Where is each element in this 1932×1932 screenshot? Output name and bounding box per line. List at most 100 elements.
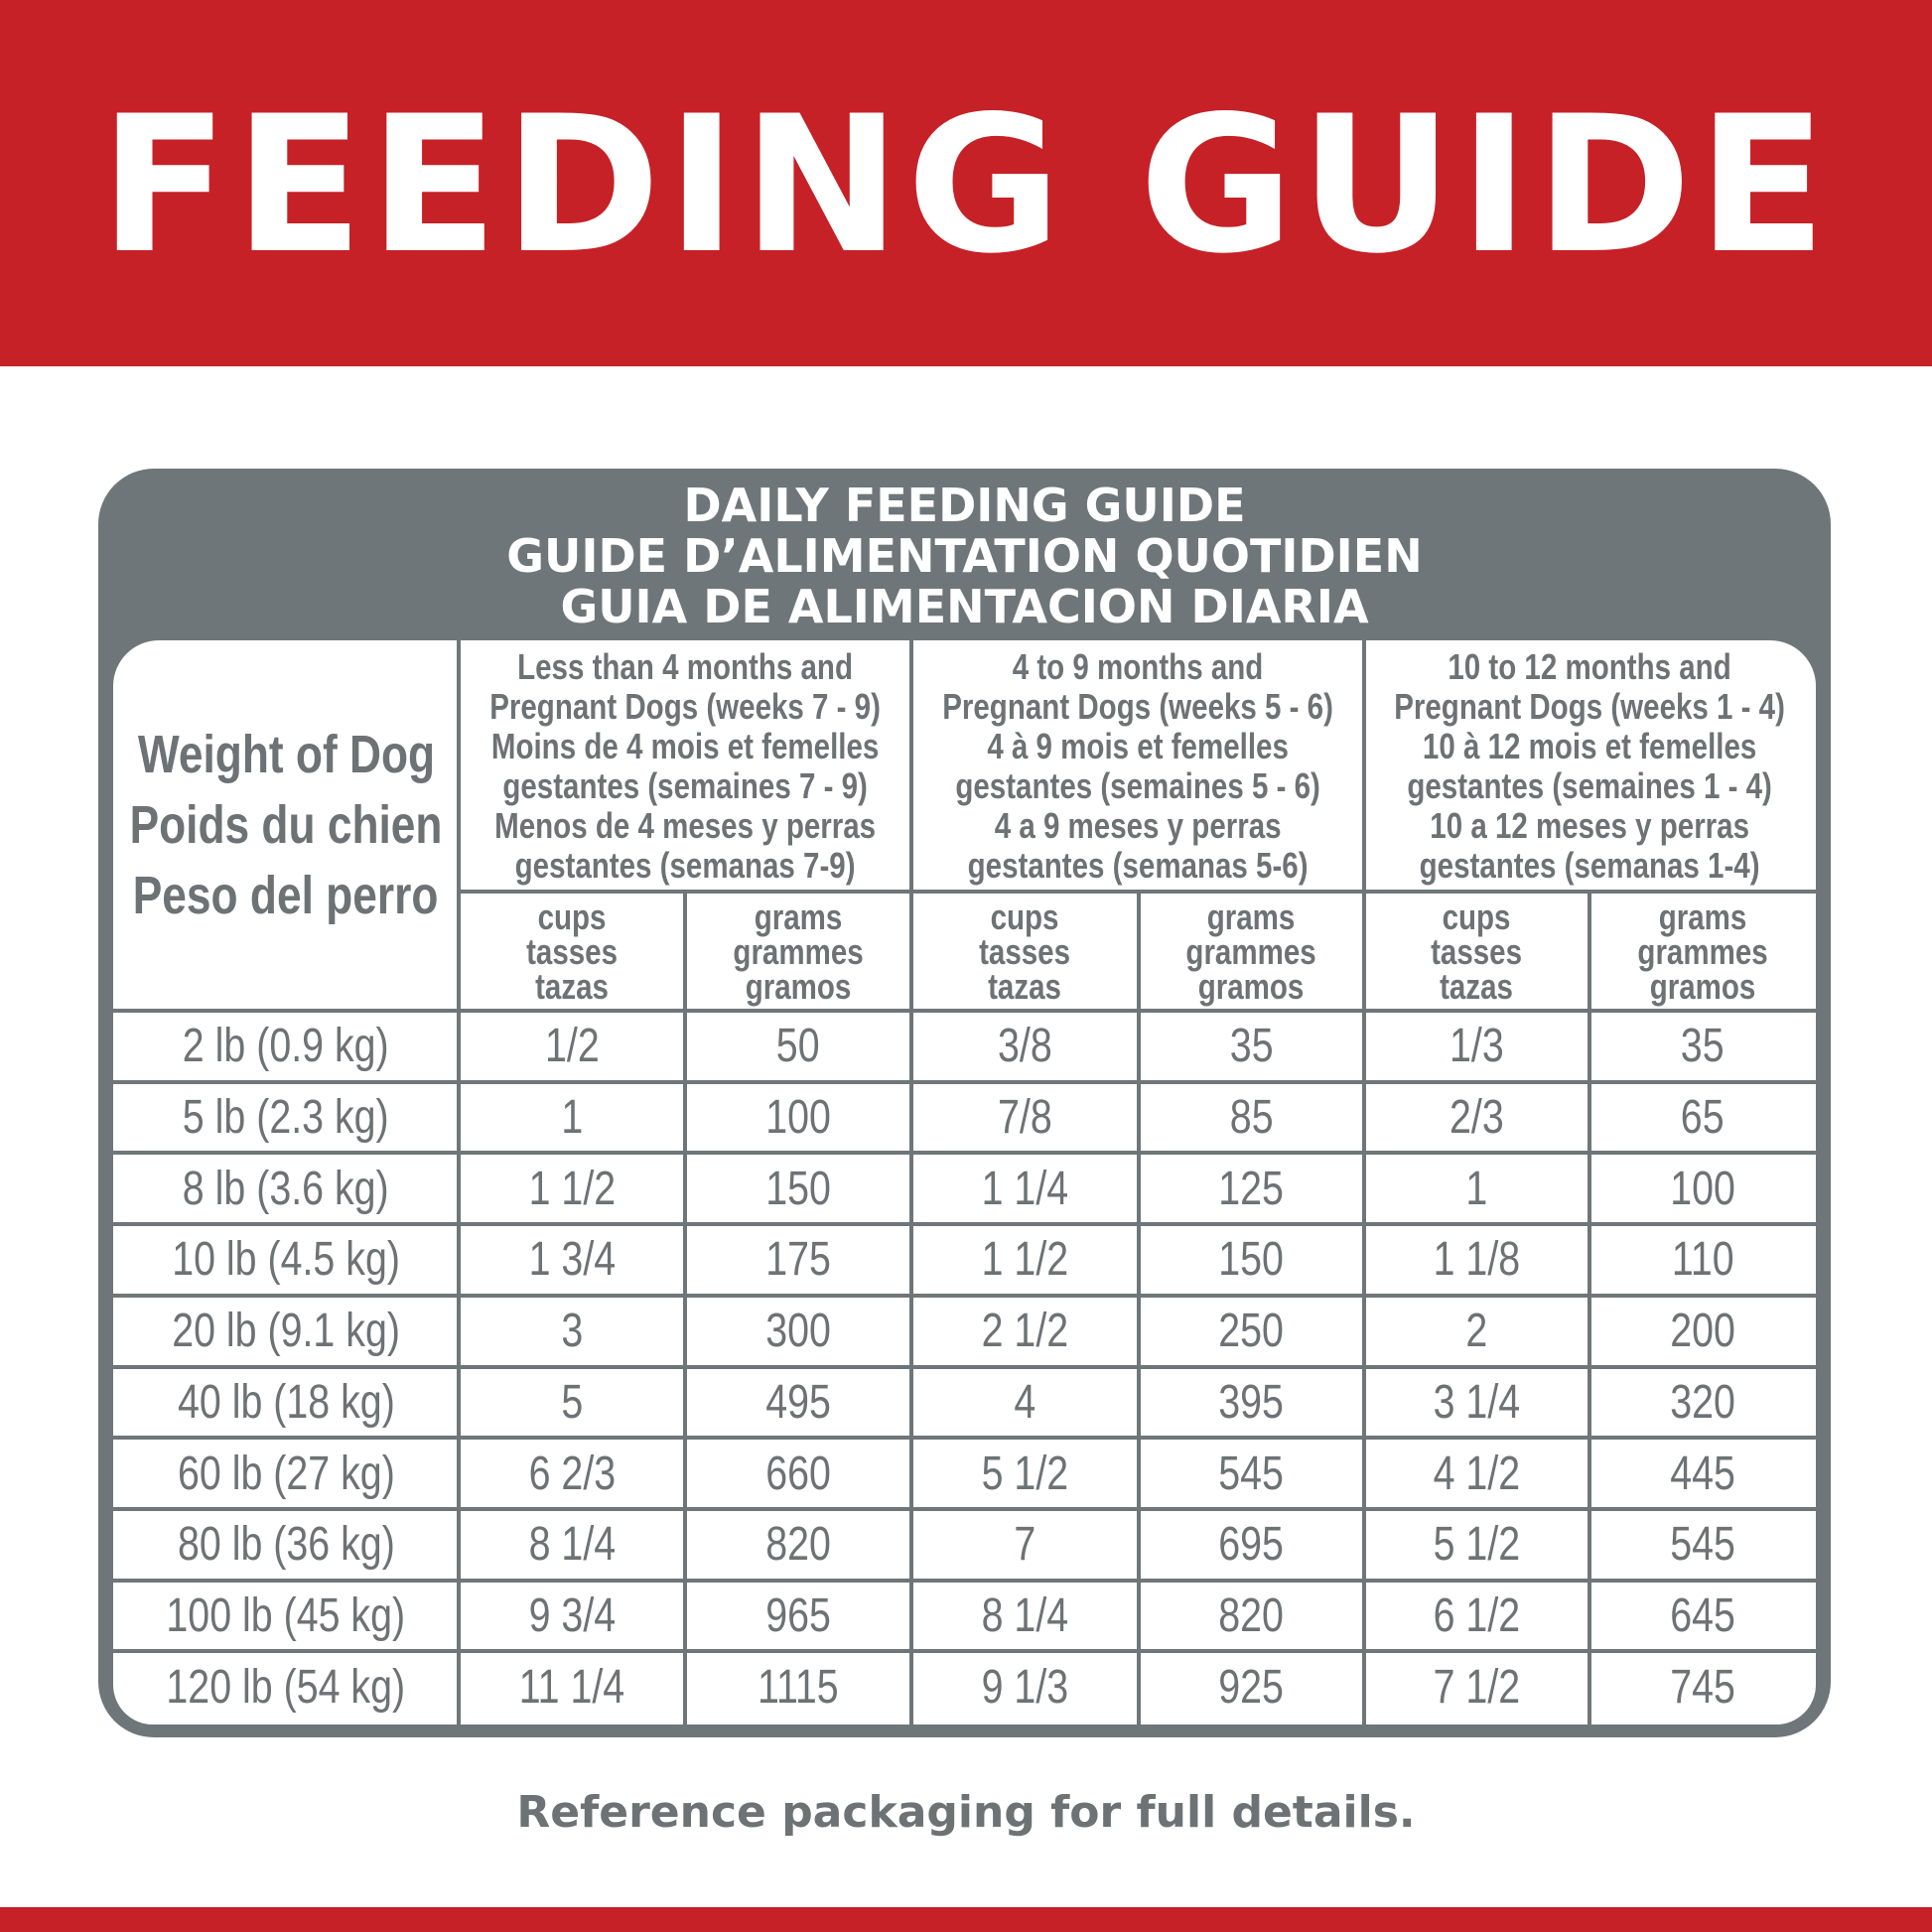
grams-cell: 745 bbox=[1589, 1651, 1816, 1723]
cell-value: 125 bbox=[1218, 1162, 1285, 1215]
cell-value: 110 bbox=[1671, 1233, 1734, 1287]
age-group-line: Less than 4 months and bbox=[517, 645, 853, 687]
cell-value: 3 bbox=[561, 1305, 583, 1358]
column-divider bbox=[909, 640, 913, 1725]
weight-header-line: Weight of Dog bbox=[137, 725, 435, 784]
grams-cell: 545 bbox=[1589, 1509, 1816, 1581]
cell-value: 660 bbox=[765, 1447, 831, 1500]
row-divider bbox=[113, 1506, 1816, 1511]
cups-cell: 1/3 bbox=[1364, 1011, 1589, 1082]
grams-cell: 300 bbox=[685, 1296, 911, 1367]
footer-note: Reference packaging for full details. bbox=[516, 1787, 1416, 1838]
weight-cell: 2 lb (0.9 kg) bbox=[113, 1011, 459, 1082]
cell-value: 11 1/4 bbox=[518, 1660, 625, 1714]
cell-value: 50 bbox=[776, 1020, 820, 1073]
cups-cell: 2 1/2 bbox=[911, 1296, 1139, 1367]
grams-cell: 85 bbox=[1139, 1082, 1364, 1154]
cell-value: 1 bbox=[561, 1091, 583, 1145]
weight-value: 40 lb (18 kg) bbox=[177, 1375, 395, 1429]
weight-cell: 60 lb (27 kg) bbox=[113, 1438, 459, 1509]
age-group-line: Moins de 4 mois et femelles bbox=[490, 725, 880, 766]
weight-cell: 80 lb (36 kg) bbox=[113, 1509, 459, 1581]
cell-value: 6 1/2 bbox=[1433, 1588, 1521, 1642]
grams-cell: 50 bbox=[685, 1011, 911, 1082]
grams-header-line: grammes bbox=[1637, 930, 1768, 972]
cell-value: 7 1/2 bbox=[1433, 1660, 1521, 1714]
cell-value: 8 1/4 bbox=[981, 1588, 1069, 1642]
age-group-header: 10 to 12 months and Pregnant Dogs (weeks … bbox=[1364, 640, 1816, 892]
cell-value: 7/8 bbox=[998, 1091, 1052, 1145]
row-divider bbox=[113, 1578, 1816, 1583]
cups-header-line: tasses bbox=[526, 930, 618, 972]
cups-cell: 3 bbox=[459, 1296, 685, 1367]
cell-value: 3 1/4 bbox=[1433, 1375, 1521, 1429]
age-group-header: Less than 4 months and Pregnant Dogs (wee… bbox=[459, 640, 911, 892]
cups-cell: 9 1/3 bbox=[911, 1651, 1139, 1723]
weight-value: 60 lb (27 kg) bbox=[177, 1447, 395, 1500]
cups-header: cups tasses tazas bbox=[911, 892, 1139, 1011]
cups-header-line: tasses bbox=[1431, 930, 1523, 972]
grams-cell: 200 bbox=[1589, 1296, 1816, 1367]
cell-value: 820 bbox=[1218, 1588, 1285, 1642]
grams-cell: 100 bbox=[1589, 1153, 1816, 1224]
page-title: FEEDING GUIDE bbox=[99, 75, 1833, 295]
weight-cell: 20 lb (9.1 kg) bbox=[113, 1296, 459, 1367]
cell-value: 2 bbox=[1465, 1305, 1488, 1358]
grams-cell: 445 bbox=[1589, 1438, 1816, 1509]
grams-cell: 660 bbox=[685, 1438, 911, 1509]
cell-value: 100 bbox=[765, 1091, 831, 1145]
column-divider bbox=[683, 892, 687, 1725]
cups-header: cups tasses tazas bbox=[1364, 892, 1589, 1011]
row-divider bbox=[113, 1364, 1816, 1369]
grams-cell: 495 bbox=[685, 1367, 911, 1439]
grams-header-line: grammes bbox=[733, 930, 864, 972]
age-group-line: 4 à 9 mois et femelles bbox=[987, 725, 1289, 766]
cell-value: 395 bbox=[1218, 1375, 1285, 1429]
grams-cell: 1115 bbox=[685, 1651, 911, 1723]
cell-value: 1 1/2 bbox=[981, 1233, 1069, 1287]
cups-header-line: tazas bbox=[535, 965, 609, 1007]
cell-value: 2/3 bbox=[1449, 1091, 1504, 1145]
cell-value: 1 1/2 bbox=[528, 1162, 616, 1215]
age-group-line: 4 to 9 months and bbox=[1012, 645, 1264, 687]
age-group-line: Menos de 4 meses y perras bbox=[494, 804, 876, 846]
column-divider bbox=[457, 640, 461, 1725]
cell-value: 1/2 bbox=[544, 1020, 600, 1073]
cell-value: 5 1/2 bbox=[981, 1447, 1069, 1500]
title-banner: FEEDING GUIDE bbox=[0, 0, 1932, 366]
weight-header: Weight of Dog Poids du chien Peso del perr… bbox=[113, 640, 459, 1011]
cell-value: 1115 bbox=[758, 1660, 839, 1714]
cell-value: 200 bbox=[1670, 1305, 1735, 1358]
grams-cell: 110 bbox=[1589, 1224, 1816, 1296]
grams-cell: 150 bbox=[685, 1153, 911, 1224]
weight-header-line: Poids du chien bbox=[129, 795, 443, 855]
cell-value: 35 bbox=[1681, 1020, 1725, 1073]
cups-cell: 7 1/2 bbox=[1364, 1651, 1589, 1723]
grams-cell: 545 bbox=[1139, 1438, 1364, 1509]
grams-header: grams grammes gramos bbox=[685, 892, 911, 1011]
grams-cell: 925 bbox=[1139, 1651, 1364, 1723]
grams-header-line: gramos bbox=[745, 965, 852, 1007]
weight-cell: 40 lb (18 kg) bbox=[113, 1367, 459, 1439]
cell-value: 1/3 bbox=[1449, 1020, 1504, 1073]
weight-header-line: Peso del perro bbox=[133, 866, 439, 925]
grams-header-line: grammes bbox=[1185, 930, 1317, 972]
weight-cell: 100 lb (45 kg) bbox=[113, 1581, 459, 1652]
cell-value: 1 bbox=[1465, 1162, 1488, 1215]
cups-cell: 7 bbox=[911, 1509, 1139, 1581]
cell-value: 5 bbox=[561, 1375, 583, 1429]
row-divider bbox=[113, 1436, 1816, 1441]
age-group-header: 4 to 9 months and Pregnant Dogs (weeks 5 … bbox=[911, 640, 1364, 892]
cups-cell: 11 1/4 bbox=[459, 1651, 685, 1723]
weight-value: 10 lb (4.5 kg) bbox=[172, 1233, 400, 1287]
cups-cell: 5 1/2 bbox=[911, 1438, 1139, 1509]
age-group-line: gestantes (semaines 7 - 9) bbox=[502, 764, 868, 806]
grams-cell: 250 bbox=[1139, 1296, 1364, 1367]
feeding-guide-panel: DAILY FEEDING GUIDE GUIDE D’ALIMENTATION… bbox=[98, 469, 1831, 1737]
grams-cell: 100 bbox=[685, 1082, 911, 1154]
cell-value: 4 1/2 bbox=[1433, 1447, 1521, 1500]
cups-cell: 1 bbox=[459, 1082, 685, 1154]
cups-cell: 4 bbox=[911, 1367, 1139, 1439]
grams-cell: 175 bbox=[685, 1224, 911, 1296]
weight-cell: 10 lb (4.5 kg) bbox=[113, 1224, 459, 1296]
